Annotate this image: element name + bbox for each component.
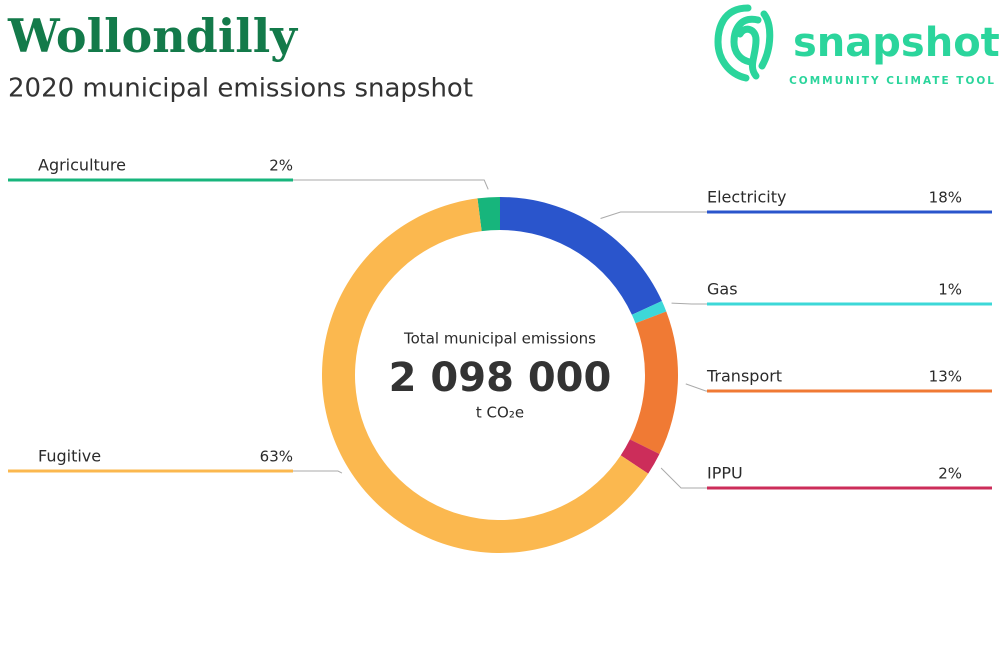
donut-segment <box>631 301 667 324</box>
center-total: 2 098 000 <box>389 355 612 401</box>
center-unit: t CO₂e <box>476 404 524 422</box>
category-label: IPPU <box>707 464 743 483</box>
donut-segment <box>500 197 662 315</box>
donut-segment <box>620 439 660 474</box>
value-label: 1% <box>938 281 962 299</box>
leader-line <box>293 179 489 190</box>
donut-hole <box>355 230 645 520</box>
leader-line <box>600 211 707 220</box>
category-label: Transport <box>706 367 782 386</box>
value-label: 2% <box>938 465 962 483</box>
value-label: 18% <box>929 189 962 207</box>
value-label: 13% <box>929 368 962 386</box>
category-label: Electricity <box>707 188 786 207</box>
category-label: Agriculture <box>38 156 126 175</box>
leader-line <box>685 383 707 392</box>
donut-segment <box>477 197 500 232</box>
category-label: Gas <box>707 280 738 299</box>
logo-name: snapshot <box>793 20 1000 66</box>
center-label: Total municipal emissions <box>403 330 596 348</box>
chart-subtitle: 2020 municipal emissions snapshot <box>8 74 473 104</box>
chart-title: Wollondilly <box>7 9 298 63</box>
category-label: Fugitive <box>38 447 101 466</box>
value-label: 63% <box>260 448 293 466</box>
value-label: 2% <box>269 157 293 175</box>
leader-line <box>671 302 707 305</box>
logo-mark <box>714 4 774 82</box>
donut-segment <box>629 311 678 455</box>
leader-line <box>660 467 707 489</box>
leader-line <box>293 470 343 474</box>
logo-tagline: COMMUNITY CLIMATE TOOL <box>789 75 996 87</box>
